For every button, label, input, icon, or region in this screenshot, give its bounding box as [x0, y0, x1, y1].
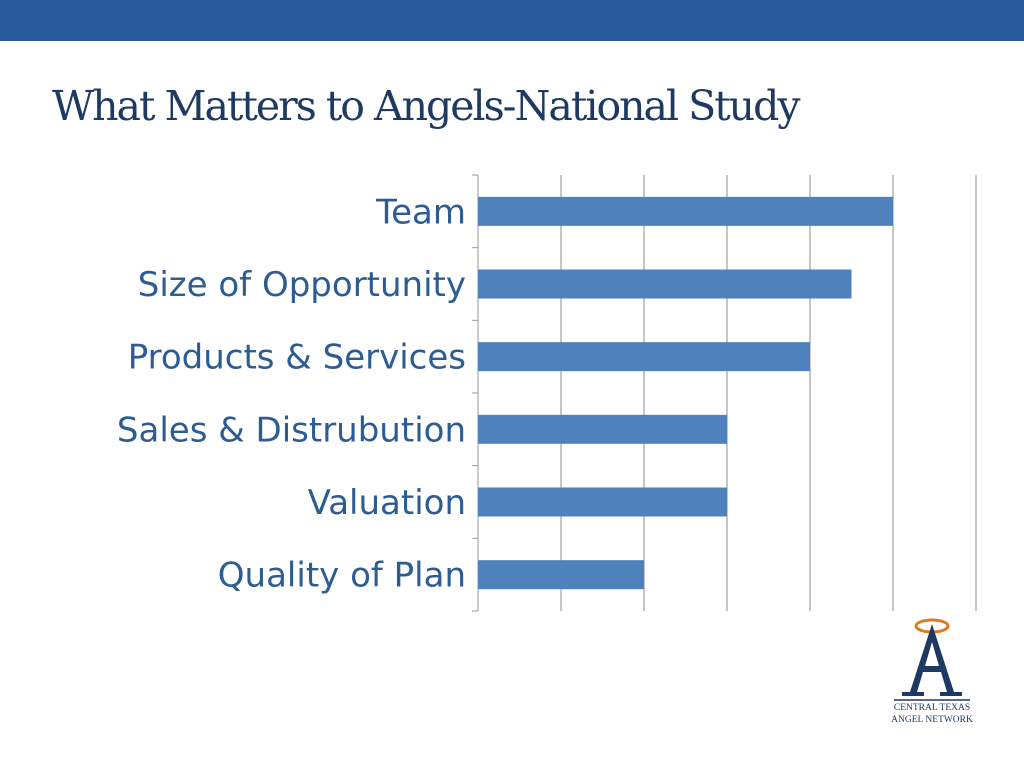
slide-title: What Matters to Angels-National Study [52, 82, 801, 130]
logo-text: CENTRAL TEXAS ANGEL NETWORK [870, 702, 994, 726]
logo-line-2: ANGEL NETWORK [891, 715, 973, 725]
bar [478, 269, 852, 299]
logo-line-1: CENTRAL TEXAS [893, 703, 971, 713]
bar [478, 342, 810, 372]
category-label: Size of Opportunity [138, 265, 466, 305]
letter-a-icon [902, 624, 962, 696]
bar [478, 414, 727, 444]
central-texas-angel-network-logo [894, 618, 970, 701]
top-banner [0, 0, 1024, 41]
bar [478, 560, 644, 590]
category-label: Quality of Plan [218, 556, 466, 596]
bar [478, 196, 893, 226]
bar [478, 487, 727, 517]
category-label: Products & Services [128, 338, 466, 378]
category-label: Valuation [308, 483, 466, 523]
category-label: Team [375, 192, 466, 232]
category-label: Sales & Distrubution [117, 410, 466, 450]
